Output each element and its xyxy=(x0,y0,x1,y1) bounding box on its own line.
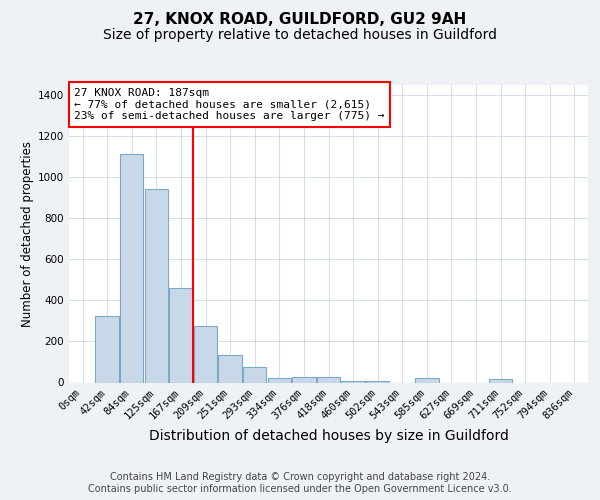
Text: 27 KNOX ROAD: 187sqm
← 77% of detached houses are smaller (2,615)
23% of semi-de: 27 KNOX ROAD: 187sqm ← 77% of detached h… xyxy=(74,88,385,121)
Bar xyxy=(415,378,439,382)
Bar xyxy=(489,380,512,382)
Bar xyxy=(95,316,119,382)
Bar xyxy=(292,378,316,382)
Bar xyxy=(169,288,193,382)
Bar xyxy=(243,367,266,382)
Bar xyxy=(218,355,242,382)
Bar xyxy=(120,154,143,382)
Bar xyxy=(268,378,291,382)
Text: Contains HM Land Registry data © Crown copyright and database right 2024.
Contai: Contains HM Land Registry data © Crown c… xyxy=(88,472,512,494)
X-axis label: Distribution of detached houses by size in Guildford: Distribution of detached houses by size … xyxy=(149,430,508,444)
Bar xyxy=(317,378,340,382)
Bar xyxy=(145,188,168,382)
Text: 27, KNOX ROAD, GUILDFORD, GU2 9AH: 27, KNOX ROAD, GUILDFORD, GU2 9AH xyxy=(133,12,467,28)
Bar xyxy=(194,326,217,382)
Text: Size of property relative to detached houses in Guildford: Size of property relative to detached ho… xyxy=(103,28,497,42)
Y-axis label: Number of detached properties: Number of detached properties xyxy=(21,141,34,327)
